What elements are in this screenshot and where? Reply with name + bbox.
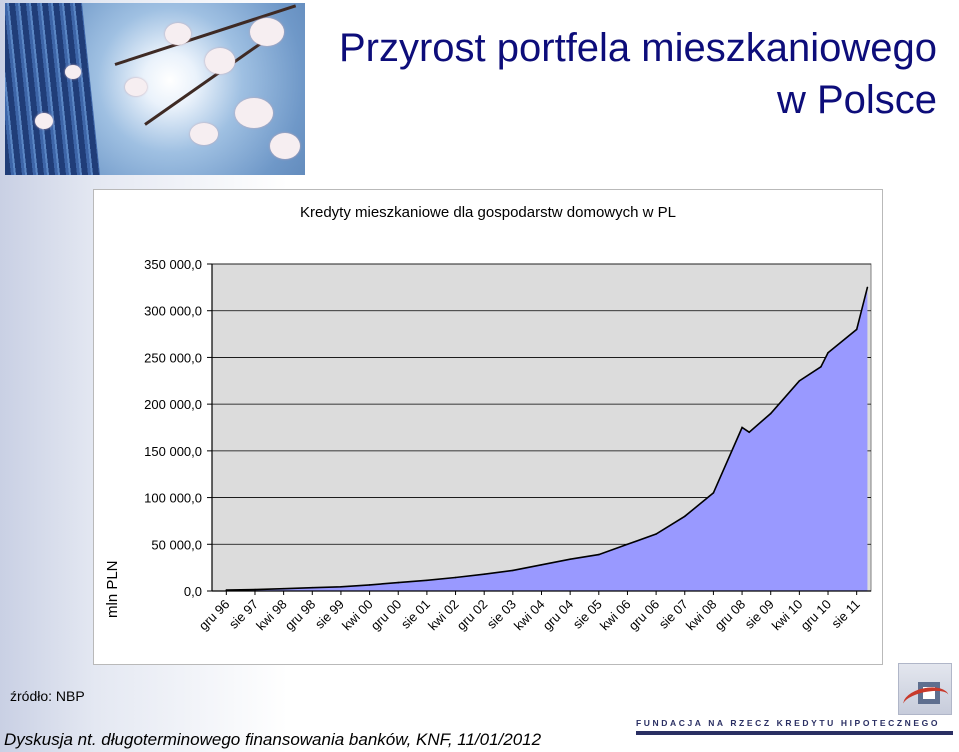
x-tick-label: kwi 02	[425, 597, 462, 634]
foundation-logo-icon	[898, 663, 952, 717]
y-tick-label: 0,0	[184, 584, 202, 599]
x-tick-label: gru 96	[196, 597, 233, 634]
data-point	[426, 579, 428, 582]
data-point	[340, 586, 342, 588]
header-photo	[5, 3, 305, 175]
data-point	[569, 558, 571, 560]
y-tick-label: 50 000,0	[151, 537, 202, 552]
source-note: źródło: NBP	[10, 688, 85, 704]
x-tick-label: gru 98	[282, 597, 319, 634]
data-point	[483, 573, 486, 575]
x-tick-label: gru 10	[797, 597, 834, 634]
title-line-2: w Polsce	[776, 78, 937, 122]
data-point	[397, 581, 400, 584]
x-tick-label: sie 11	[828, 597, 862, 631]
x-tick-label: kwi 08	[683, 597, 720, 634]
data-point	[712, 492, 715, 494]
y-tick-label: 200 000,0	[144, 397, 202, 412]
y-tick-label: 350 000,0	[144, 257, 202, 272]
title-line-1: Przyrost portfela mieszkaniowego	[338, 26, 937, 70]
data-point	[866, 286, 869, 289]
data-point	[540, 564, 543, 566]
data-point	[741, 426, 743, 429]
data-point	[626, 543, 629, 546]
y-tick-label: 150 000,0	[144, 444, 202, 459]
chart-title: Kredyty mieszkaniowe dla gospodarstw dom…	[299, 204, 676, 221]
x-tick-label: kwi 06	[597, 597, 634, 634]
y-tick-label: 100 000,0	[144, 491, 202, 506]
footer-text: Dyskusja nt. długoterminowego finansowan…	[4, 730, 542, 749]
x-tick-label: kwi 98	[253, 597, 290, 634]
skyscraper-graphic	[5, 3, 100, 175]
data-point	[598, 553, 600, 556]
x-tick-label: gru 02	[454, 597, 491, 634]
data-point	[512, 569, 514, 572]
y-tick-label: 300 000,0	[144, 304, 202, 319]
y-tick-label: 250 000,0	[144, 350, 202, 365]
x-tick-label: gru 08	[712, 597, 749, 634]
data-point	[855, 328, 858, 331]
data-point	[748, 431, 750, 433]
data-point	[254, 588, 256, 591]
x-tick-label: gru 00	[368, 597, 405, 634]
data-point	[769, 412, 772, 415]
x-tick-label: kwi 00	[339, 597, 376, 634]
logo-rule	[636, 731, 953, 735]
data-point	[684, 515, 686, 518]
data-point	[655, 533, 657, 535]
x-tick-label: kwi 10	[769, 597, 806, 634]
x-tick-label: kwi 04	[511, 597, 548, 634]
series-line	[226, 287, 869, 591]
data-point	[368, 584, 371, 586]
area-chart: 0,0 50 000,0 100 000,0 150 000,0 200 000,0 25…	[144, 257, 872, 634]
data-point	[827, 352, 829, 354]
x-tick-label: gru 04	[540, 597, 577, 634]
data-point	[311, 586, 314, 589]
foundation-logo-text: FUNDACJA NA RZECZ KREDYTU HIPOTECZNEGO	[636, 718, 941, 728]
data-point	[798, 380, 801, 382]
data-point	[454, 576, 457, 579]
data-point	[282, 587, 285, 590]
series-area	[226, 287, 868, 591]
x-tick-label: gru 06	[626, 597, 663, 634]
data-point	[820, 366, 822, 368]
page-title: Przyrost portfela mieszkaniowego w Polsc…	[339, 22, 937, 126]
